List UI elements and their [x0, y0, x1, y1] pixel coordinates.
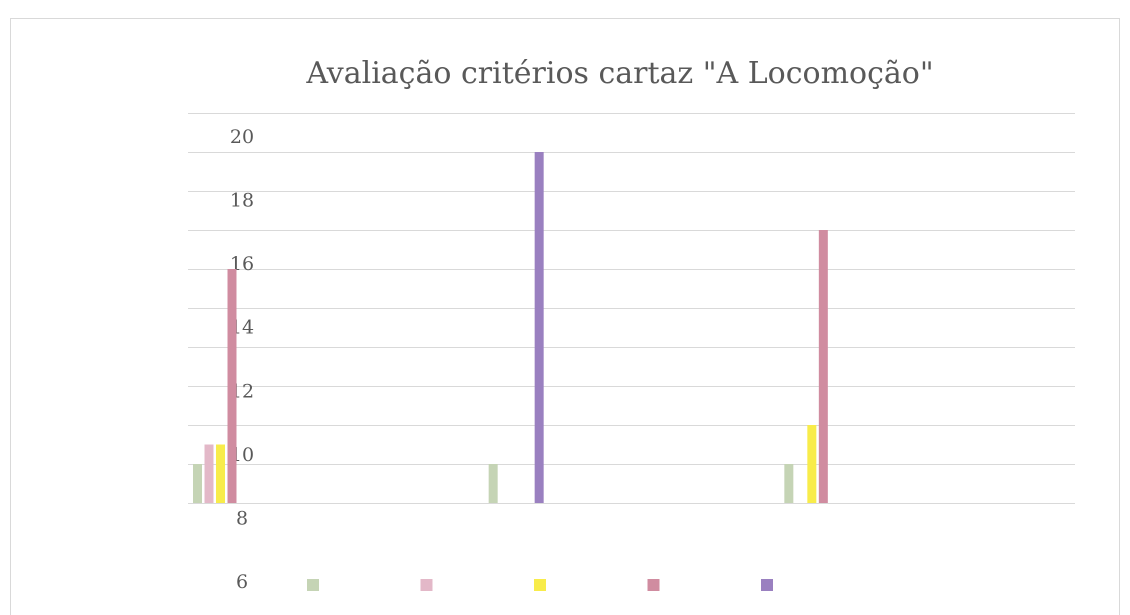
legend-swatch — [307, 579, 319, 591]
chart-title: Avaliação critérios cartaz "A Locomoção" — [305, 56, 933, 91]
bar — [227, 269, 237, 503]
y-tick-label: 18 — [230, 190, 254, 212]
legend-swatch — [647, 579, 660, 591]
bar — [216, 444, 225, 503]
y-tick-label: 6 — [236, 571, 248, 593]
y-tick-label: 20 — [230, 126, 254, 148]
bar — [534, 152, 544, 503]
bar — [807, 425, 817, 503]
bar — [784, 464, 794, 503]
bar — [488, 464, 498, 503]
legend-swatch — [761, 579, 773, 591]
legend-swatch — [534, 579, 546, 591]
bar — [818, 230, 828, 503]
chart-frame — [10, 18, 1120, 615]
bar — [193, 464, 202, 503]
legend-swatch — [420, 579, 433, 591]
bar — [204, 444, 214, 503]
y-tick-label: 8 — [236, 507, 248, 529]
